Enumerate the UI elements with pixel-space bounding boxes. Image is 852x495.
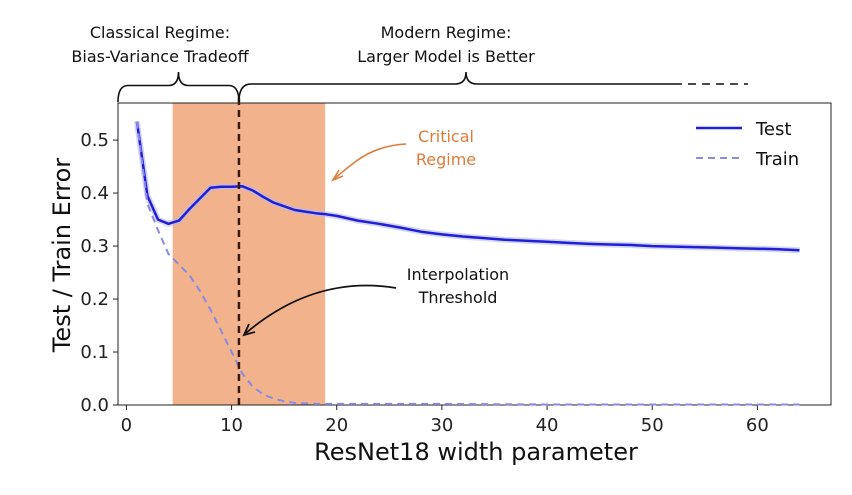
x-axis-title: ResNet18 width parameter: [314, 438, 638, 466]
interpolation-label-line2: Threshold: [418, 288, 498, 307]
train-error-line: [135, 121, 800, 406]
x-tick-label: 20: [325, 415, 348, 436]
modern-regime-brace: [238, 71, 682, 103]
interpolation-arrow: [245, 284, 397, 334]
x-tick-label: 50: [641, 415, 664, 436]
x-tick-label: 10: [220, 415, 243, 436]
y-axis-title: Test / Train Error: [48, 158, 76, 353]
critical-regime-arrow: [334, 143, 407, 179]
y-tick-label: 0.2: [80, 289, 109, 310]
y-tick-label: 0.3: [80, 236, 109, 257]
critical-regime-band: [172, 103, 326, 405]
modern-regime-title: Modern Regime:: [381, 23, 512, 42]
y-tick-label: 0.5: [80, 130, 109, 151]
classical-regime-brace: [117, 71, 240, 103]
y-axis: 0.0 0.1 0.2 0.3 0.4 0.5: [80, 130, 118, 416]
critical-regime-arrowhead: [331, 169, 344, 182]
test-error-line: [135, 121, 800, 252]
y-tick-label: 0.4: [80, 183, 109, 204]
classical-regime-subtitle: Bias-Variance Tradeoff: [71, 47, 249, 66]
legend-train-label: Train: [755, 149, 799, 170]
series-layer: [133, 121, 800, 406]
y-tick-label: 0.1: [80, 342, 109, 363]
critical-regime-label-line1: Critical: [418, 127, 474, 146]
modern-regime-subtitle: Larger Model is Better: [357, 47, 535, 66]
x-tick-label: 30: [430, 415, 453, 436]
x-tick-label: 0: [121, 415, 132, 436]
y-tick-label: 0.0: [80, 395, 109, 416]
x-tick-label: 40: [536, 415, 559, 436]
classical-regime-title: Classical Regime:: [90, 23, 230, 42]
x-tick-label: 60: [746, 415, 769, 436]
legend: Test Train: [696, 119, 799, 170]
interpolation-arrowhead: [242, 323, 256, 337]
x-axis: 0 10 20 30 40 50 60: [121, 405, 769, 436]
legend-test-label: Test: [755, 119, 791, 140]
interpolation-label-line1: Interpolation: [407, 265, 509, 284]
critical-regime-label-line2: Regime: [416, 150, 476, 169]
